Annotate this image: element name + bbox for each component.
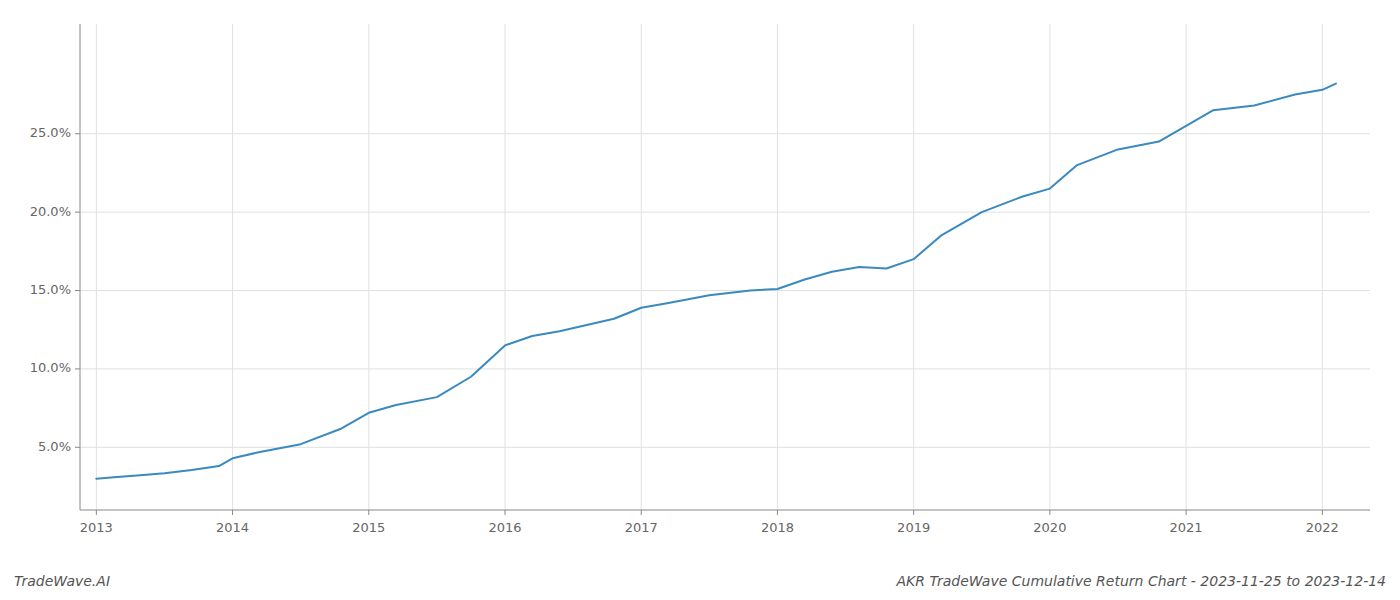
texts: TradeWave.AI AKR TradeWave Cumulative Ret…	[14, 573, 1386, 589]
tick-label: 10.0%	[30, 360, 71, 375]
tick-label: 2013	[80, 520, 113, 535]
grid-line	[1049, 24, 1050, 510]
grid-line	[80, 290, 1370, 291]
tick-mark	[75, 290, 80, 291]
grid-line	[1186, 24, 1187, 510]
tick-label: 20.0%	[30, 204, 71, 219]
tick-label: 15.0%	[30, 282, 71, 297]
tick-mark	[641, 510, 642, 515]
grid-line	[1322, 24, 1323, 510]
tick-mark	[505, 510, 506, 515]
tick-mark	[75, 212, 80, 213]
tick-label: 2022	[1306, 520, 1339, 535]
tick-mark	[368, 510, 369, 515]
tick-mark	[232, 510, 233, 515]
watermark: TradeWave.AI	[14, 573, 110, 589]
tick-label: 2014	[216, 520, 249, 535]
tick-mark	[913, 510, 914, 515]
tick-mark	[1186, 510, 1187, 515]
plot-area	[96, 84, 1336, 479]
grid-line	[368, 24, 369, 510]
grid-line	[80, 212, 1370, 213]
tick-label: 25.0%	[30, 125, 71, 140]
grid-line	[641, 24, 642, 510]
tick-label: 2015	[352, 520, 385, 535]
tick-label: 2021	[1170, 520, 1203, 535]
tick-mark	[1049, 510, 1050, 515]
tick-mark	[777, 510, 778, 515]
axes: 5.0% 10.0% 15.0% 20.0% 25.0% 2013 2014 2015 2016…	[30, 24, 1370, 535]
grid-line	[913, 24, 914, 510]
grid-line	[80, 133, 1370, 134]
grid-line	[505, 24, 506, 510]
grid-line	[80, 368, 1370, 369]
chart: 5.0% 10.0% 15.0% 20.0% 25.0% 2013 2014 2015 2016…	[0, 0, 1400, 600]
tick-mark	[75, 133, 80, 134]
tick-mark	[1322, 510, 1323, 515]
grid-line	[96, 24, 97, 510]
tick-mark	[96, 510, 97, 515]
tick-mark	[75, 368, 80, 369]
tick-label: 2020	[1033, 520, 1066, 535]
grid-line	[777, 24, 778, 510]
grid-line	[232, 24, 233, 510]
tick-mark	[75, 447, 80, 448]
tick-label: 2018	[761, 520, 794, 535]
grid-line	[80, 447, 1370, 448]
tick-label: 2019	[897, 520, 930, 535]
tick-label: 2017	[625, 520, 658, 535]
chart-container: 5.0% 10.0% 15.0% 20.0% 25.0% 2013 2014 2015 2016…	[0, 0, 1400, 600]
data-line	[96, 84, 1336, 479]
title: AKR TradeWave Cumulative Return Chart - …	[896, 573, 1386, 589]
grid	[80, 24, 1370, 510]
tick-label: 2016	[488, 520, 521, 535]
tick-label: 5.0%	[38, 439, 71, 454]
x-axis-line	[80, 510, 1370, 511]
y-axis-line	[80, 24, 81, 510]
